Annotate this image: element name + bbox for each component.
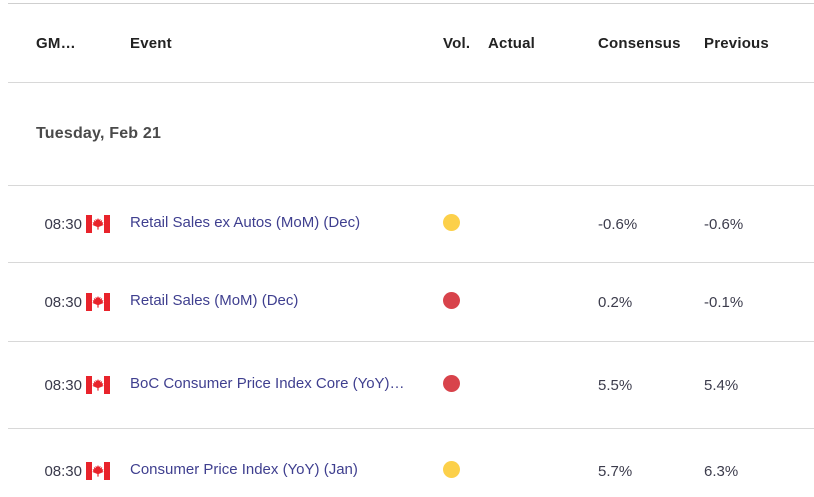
consensus-value: 0.2%: [598, 293, 633, 311]
date-header-row: Tuesday, Feb 21: [8, 83, 814, 186]
country-cell: [84, 215, 130, 233]
event-cell: Retail Sales (MoM) (Dec): [130, 292, 443, 313]
vol-cell: [443, 460, 488, 482]
table-row[interactable]: 08:30 Retail Sales (MoM) (Dec) 0.2% -0.1…: [8, 263, 814, 342]
table-header-row: GM… Event Vol. Actual Consensus Previous: [8, 4, 814, 83]
event-time: 08:30: [44, 462, 82, 480]
consensus-value: -0.6%: [598, 215, 638, 233]
date-header-label: Tuesday, Feb 21: [36, 125, 162, 142]
header-gmt: GM…: [36, 34, 76, 52]
event-link[interactable]: Retail Sales ex Autos (MoM) (Dec): [130, 213, 361, 231]
vol-cell: [443, 213, 488, 235]
consensus-value: 5.5%: [598, 376, 633, 394]
table-row[interactable]: 08:30 Consumer Price Index (YoY) (Jan) 5…: [8, 429, 814, 497]
vol-cell: [443, 291, 488, 313]
previous-value: 6.3%: [704, 462, 739, 480]
event-cell: Consumer Price Index (YoY) (Jan): [130, 461, 443, 482]
country-cell: [84, 462, 130, 480]
event-rows: 08:30 Retail Sales ex Autos (MoM) (Dec) …: [8, 186, 814, 497]
country-cell: [84, 376, 130, 394]
volatility-dot: [443, 460, 460, 478]
event-time: 08:30: [44, 215, 82, 233]
canada-flag-icon: [86, 293, 110, 311]
canada-flag-icon: [86, 462, 110, 480]
table-row[interactable]: 08:30 Retail Sales ex Autos (MoM) (Dec) …: [8, 186, 814, 263]
vol-cell: [443, 374, 488, 396]
previous-value: -0.6%: [704, 215, 744, 233]
header-actual: Actual: [488, 34, 536, 52]
event-link[interactable]: BoC Consumer Price Index Core (YoY)…: [130, 374, 405, 392]
event-cell: BoC Consumer Price Index Core (YoY)…: [130, 375, 443, 396]
canada-flag-icon: [86, 215, 110, 233]
event-time: 08:30: [44, 293, 82, 311]
consensus-value: 5.7%: [598, 462, 633, 480]
header-event: Event: [130, 34, 172, 52]
previous-value: -0.1%: [704, 293, 744, 311]
country-cell: [84, 293, 130, 311]
canada-flag-icon: [86, 376, 110, 394]
previous-value: 5.4%: [704, 376, 739, 394]
economic-calendar-table: GM… Event Vol. Actual Consensus Previous…: [8, 3, 814, 497]
header-consensus: Consensus: [598, 34, 681, 52]
event-link[interactable]: Consumer Price Index (YoY) (Jan): [130, 460, 358, 478]
volatility-dot: [443, 374, 460, 392]
header-vol: Vol.: [443, 34, 471, 52]
event-time: 08:30: [44, 376, 82, 394]
volatility-dot: [443, 213, 460, 231]
table-row[interactable]: 08:30 BoC Consumer Price Index Core (YoY…: [8, 342, 814, 429]
volatility-dot: [443, 291, 460, 309]
header-previous: Previous: [704, 34, 769, 52]
event-link[interactable]: Retail Sales (MoM) (Dec): [130, 291, 299, 309]
event-cell: Retail Sales ex Autos (MoM) (Dec): [130, 214, 443, 235]
